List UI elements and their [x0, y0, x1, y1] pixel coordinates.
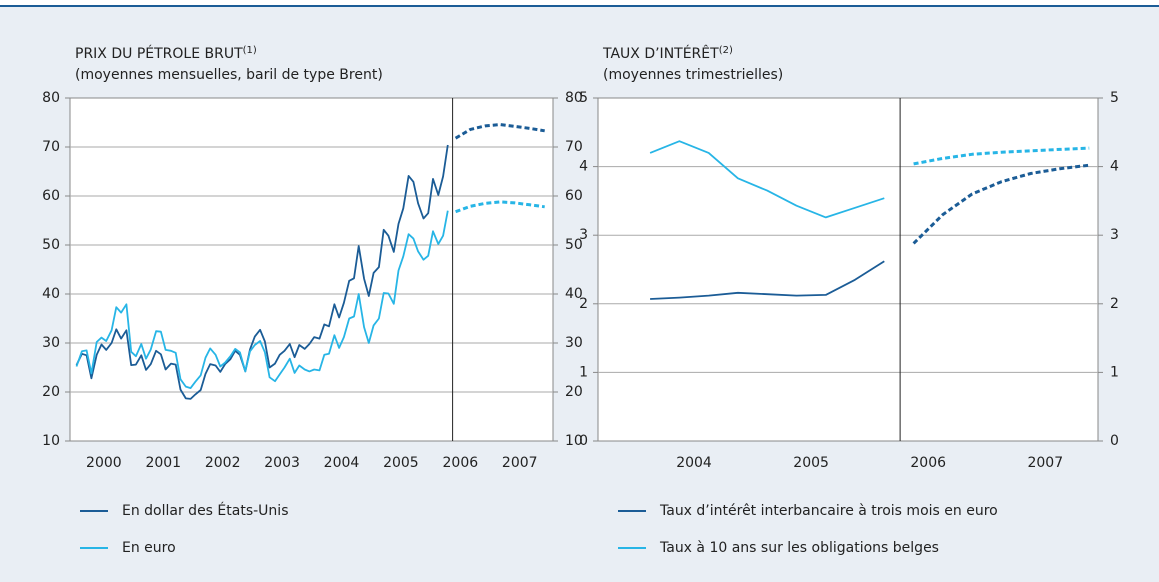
series-line — [649, 140, 885, 219]
title-note: (2) — [719, 45, 733, 56]
x-tick-label: 2005 — [793, 455, 829, 471]
y-tick-label: 60 — [42, 188, 60, 204]
x-tick-label: 2000 — [86, 455, 122, 471]
plot-area — [69, 97, 554, 442]
y2-tick-label: 40 — [565, 286, 583, 302]
chart-title: PRIX DU PÉTROLE BRUT(1) — [75, 45, 257, 62]
title-text: PRIX DU PÉTROLE BRUT — [75, 45, 243, 62]
y-tick-label: 50 — [42, 237, 60, 253]
y2-tick-label: 2 — [1110, 296, 1119, 312]
x-tick-label: 2003 — [264, 455, 300, 471]
legend-label: En dollar des États-Unis — [122, 502, 288, 519]
y-tick-label: 40 — [42, 286, 60, 302]
x-tick-label: 2005 — [383, 455, 419, 471]
y-tick-label: 3 — [579, 227, 588, 243]
forecast-line — [455, 200, 545, 214]
y-tick-label: 0 — [579, 433, 588, 449]
y-tick-label: 5 — [579, 90, 588, 106]
x-tick-label: 2007 — [502, 455, 538, 471]
x-tick-label: 2004 — [676, 455, 712, 471]
y2-tick-label: 10 — [565, 433, 583, 449]
legend-label: En euro — [122, 540, 176, 556]
y-tick-label: 2 — [579, 296, 588, 312]
legend-label: Taux d’intérêt interbancaire à trois moi… — [659, 503, 998, 519]
x-tick-label: 2007 — [1027, 455, 1063, 471]
y2-tick-label: 50 — [565, 237, 583, 253]
x-tick-label: 2006 — [910, 455, 946, 471]
y2-tick-label: 4 — [1110, 159, 1119, 175]
series-line — [75, 210, 449, 389]
legend-label: Taux à 10 ans sur les obligations belges — [659, 540, 939, 556]
y2-tick-label: 60 — [565, 188, 583, 204]
top-rule — [0, 5, 1159, 7]
series-line — [650, 260, 885, 300]
chart-subtitle: (moyennes trimestrielles) — [603, 67, 783, 83]
y-tick-label: 1 — [579, 364, 588, 380]
y2-tick-label: 80 — [565, 90, 583, 106]
y2-tick-label: 0 — [1110, 433, 1119, 449]
x-tick-label: 2002 — [205, 455, 241, 471]
y-tick-label: 70 — [42, 139, 60, 155]
chart-subtitle: (moyennes mensuelles, baril de type Bren… — [75, 67, 383, 83]
y2-tick-label: 30 — [565, 335, 583, 351]
y-tick-label: 4 — [579, 159, 588, 175]
y2-tick-label: 70 — [565, 139, 583, 155]
y-tick-label: 20 — [42, 384, 60, 400]
x-tick-label: 2004 — [324, 455, 360, 471]
plot-area — [597, 97, 1099, 442]
title-note: (1) — [243, 45, 257, 56]
forecast-line — [912, 163, 1090, 245]
y2-tick-label: 1 — [1110, 364, 1119, 380]
chart-title: TAUX D’INTÉRÊT(2) — [602, 44, 733, 62]
x-tick-label: 2006 — [443, 455, 479, 471]
forecast-line — [913, 146, 1090, 166]
y2-tick-label: 3 — [1110, 227, 1119, 243]
forecast-line — [454, 123, 545, 140]
x-tick-label: 2001 — [145, 455, 181, 471]
y-tick-label: 30 — [42, 335, 60, 351]
series-line — [75, 144, 449, 400]
y2-tick-label: 20 — [565, 384, 583, 400]
y-tick-label: 80 — [42, 90, 60, 106]
title-text: TAUX D’INTÉRÊT — [602, 44, 719, 62]
y2-tick-label: 5 — [1110, 90, 1119, 106]
y-tick-label: 10 — [42, 433, 60, 449]
